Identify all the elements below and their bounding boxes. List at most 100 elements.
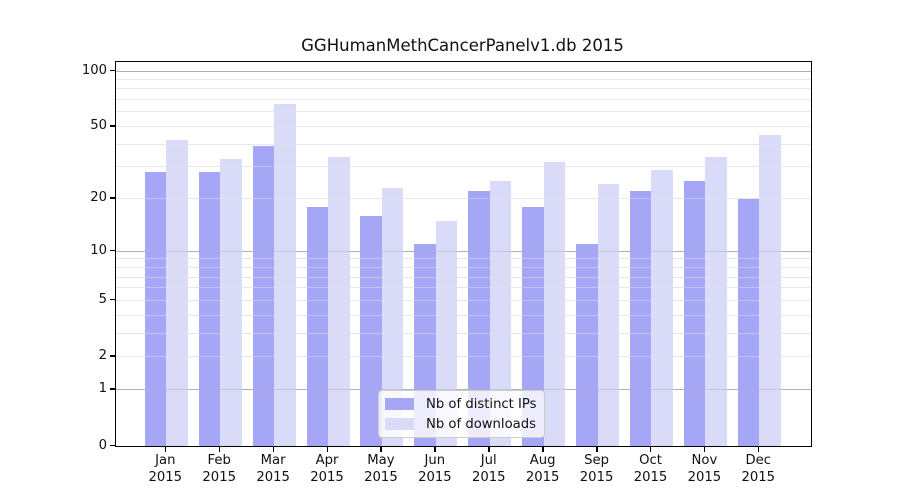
legend-label-downloads: Nb of downloads	[426, 416, 536, 432]
gridline-minor-8	[116, 266, 811, 268]
x-tick-label-mar: Mar 2015	[256, 453, 290, 485]
chart-title: GGHumanMethCancerPanelv1.db 2015	[301, 36, 624, 55]
x-tick-label-apr: Apr 2015	[310, 453, 344, 485]
gridline-major-100	[116, 70, 811, 72]
y-tick-label-50: 50	[90, 118, 107, 134]
gridline-minor-6	[116, 287, 811, 289]
bar-downloads-dec	[759, 134, 781, 446]
gridline-minor-3	[116, 332, 811, 334]
bar-distinct-ips-oct	[629, 191, 652, 446]
bar-distinct-ips-apr	[306, 206, 329, 446]
gridline-minor-5	[116, 299, 811, 301]
x-tick-label-sep: Sep 2015	[579, 453, 614, 485]
gridline-minor-70	[116, 99, 811, 101]
gridline-major-1	[116, 389, 811, 391]
bar-distinct-ips-aug	[522, 206, 544, 446]
gridline-minor-50	[116, 126, 811, 128]
y-tick-10	[110, 249, 115, 252]
bar-downloads-sep	[597, 184, 620, 446]
bar-distinct-ips-dec	[737, 198, 760, 446]
bar-downloads-jul	[489, 181, 512, 446]
legend-item: Nb of distinct IPs	[385, 396, 537, 412]
x-tick-feb	[218, 446, 221, 452]
gridline-minor-30	[116, 166, 811, 168]
bar-distinct-ips-may	[360, 215, 382, 446]
gridline-minor-7	[116, 276, 811, 278]
y-tick-label-5: 5	[98, 291, 107, 307]
gridline-minor-70	[116, 99, 811, 101]
y-tick-label-2: 2	[98, 348, 107, 364]
bar-distinct-ips-feb	[198, 172, 221, 446]
x-tick-oct	[649, 446, 652, 452]
gridline-minor-9	[116, 258, 811, 260]
legend-item: Nb of downloads	[385, 417, 536, 432]
x-tick-label-aug: Aug 2015	[525, 453, 560, 485]
gridline-minor-6	[116, 287, 811, 289]
gridline-minor-30	[116, 166, 811, 168]
x-tick-may	[380, 446, 382, 452]
bar-downloads-jun	[435, 220, 458, 446]
gridline-minor-2	[116, 356, 811, 358]
gridline-major-1	[116, 389, 811, 391]
x-tick-label-jun: Jun 2015	[418, 453, 452, 485]
x-tick-label-nov: Nov 2015	[687, 453, 722, 485]
legend: Nb of distinct IPs Nb of downloads	[378, 390, 545, 438]
gridline-minor-90	[116, 78, 811, 80]
y-tick-0	[110, 444, 115, 446]
bars-layer	[116, 62, 811, 446]
gridline-minor-60	[116, 111, 811, 113]
bar-downloads-may	[381, 187, 404, 446]
y-tick-label-1: 1	[98, 381, 107, 397]
bar-downloads-apr	[328, 157, 350, 446]
y-tick-1	[110, 388, 115, 390]
x-tick-sep	[596, 446, 598, 452]
x-tick-dec	[757, 446, 760, 452]
x-tick-label-jan: Jan 2015	[148, 453, 183, 485]
legend-swatch-distinct-ips	[385, 397, 414, 411]
x-tick-label-jul: Jul 2015	[471, 453, 506, 485]
x-tick-jul	[488, 446, 490, 452]
x-tick-label-feb: Feb 2015	[202, 453, 236, 485]
gridline-minor-2	[116, 356, 811, 358]
y-tick-2	[110, 355, 115, 357]
y-tick-100	[110, 69, 115, 71]
gridline-minor-3	[116, 332, 811, 334]
gridline-minor-7	[116, 276, 811, 278]
x-tick-mar	[272, 446, 275, 452]
gridline-minor-40	[116, 143, 811, 145]
gridline-minor-9	[116, 258, 811, 260]
y-tick-label-10: 10	[90, 242, 107, 258]
y-tick-50	[110, 125, 115, 127]
legend-swatch-downloads	[385, 417, 414, 431]
x-tick-nov	[703, 446, 706, 452]
gridline-minor-4	[116, 314, 811, 316]
gridline-minor-4	[116, 314, 811, 316]
gridline-minor-80	[116, 88, 811, 90]
x-tick-apr	[326, 446, 329, 452]
gridline-minor-20	[116, 198, 811, 200]
gridline-major-10	[116, 250, 811, 252]
x-tick-label-oct: Oct 2015	[633, 453, 668, 485]
gridline-minor-8	[116, 266, 811, 268]
gridline-minor-80	[116, 88, 811, 90]
legend-label-distinct-ips: Nb of distinct IPs	[426, 396, 537, 412]
x-tick-jun	[434, 446, 436, 452]
x-tick-label-may: May 2015	[364, 453, 398, 485]
gridline-minor-40	[116, 143, 811, 145]
x-tick-jan	[164, 446, 167, 452]
bar-downloads-aug	[543, 161, 566, 446]
y-tick-5	[110, 298, 115, 301]
bar-downloads-feb	[220, 159, 242, 446]
gridline-minor-60	[116, 111, 811, 113]
x-tick-aug	[542, 446, 544, 452]
bar-distinct-ips-sep	[576, 244, 598, 446]
grid-layer-below	[116, 62, 811, 446]
bar-downloads-jan	[166, 140, 188, 446]
gridline-minor-20	[116, 198, 811, 200]
grid-layer-above	[116, 62, 811, 446]
gridline-major-100	[116, 70, 811, 72]
gridline-minor-5	[116, 299, 811, 301]
x-tick-label-dec: Dec 2015	[741, 453, 776, 485]
y-tick-label-20: 20	[90, 190, 107, 206]
